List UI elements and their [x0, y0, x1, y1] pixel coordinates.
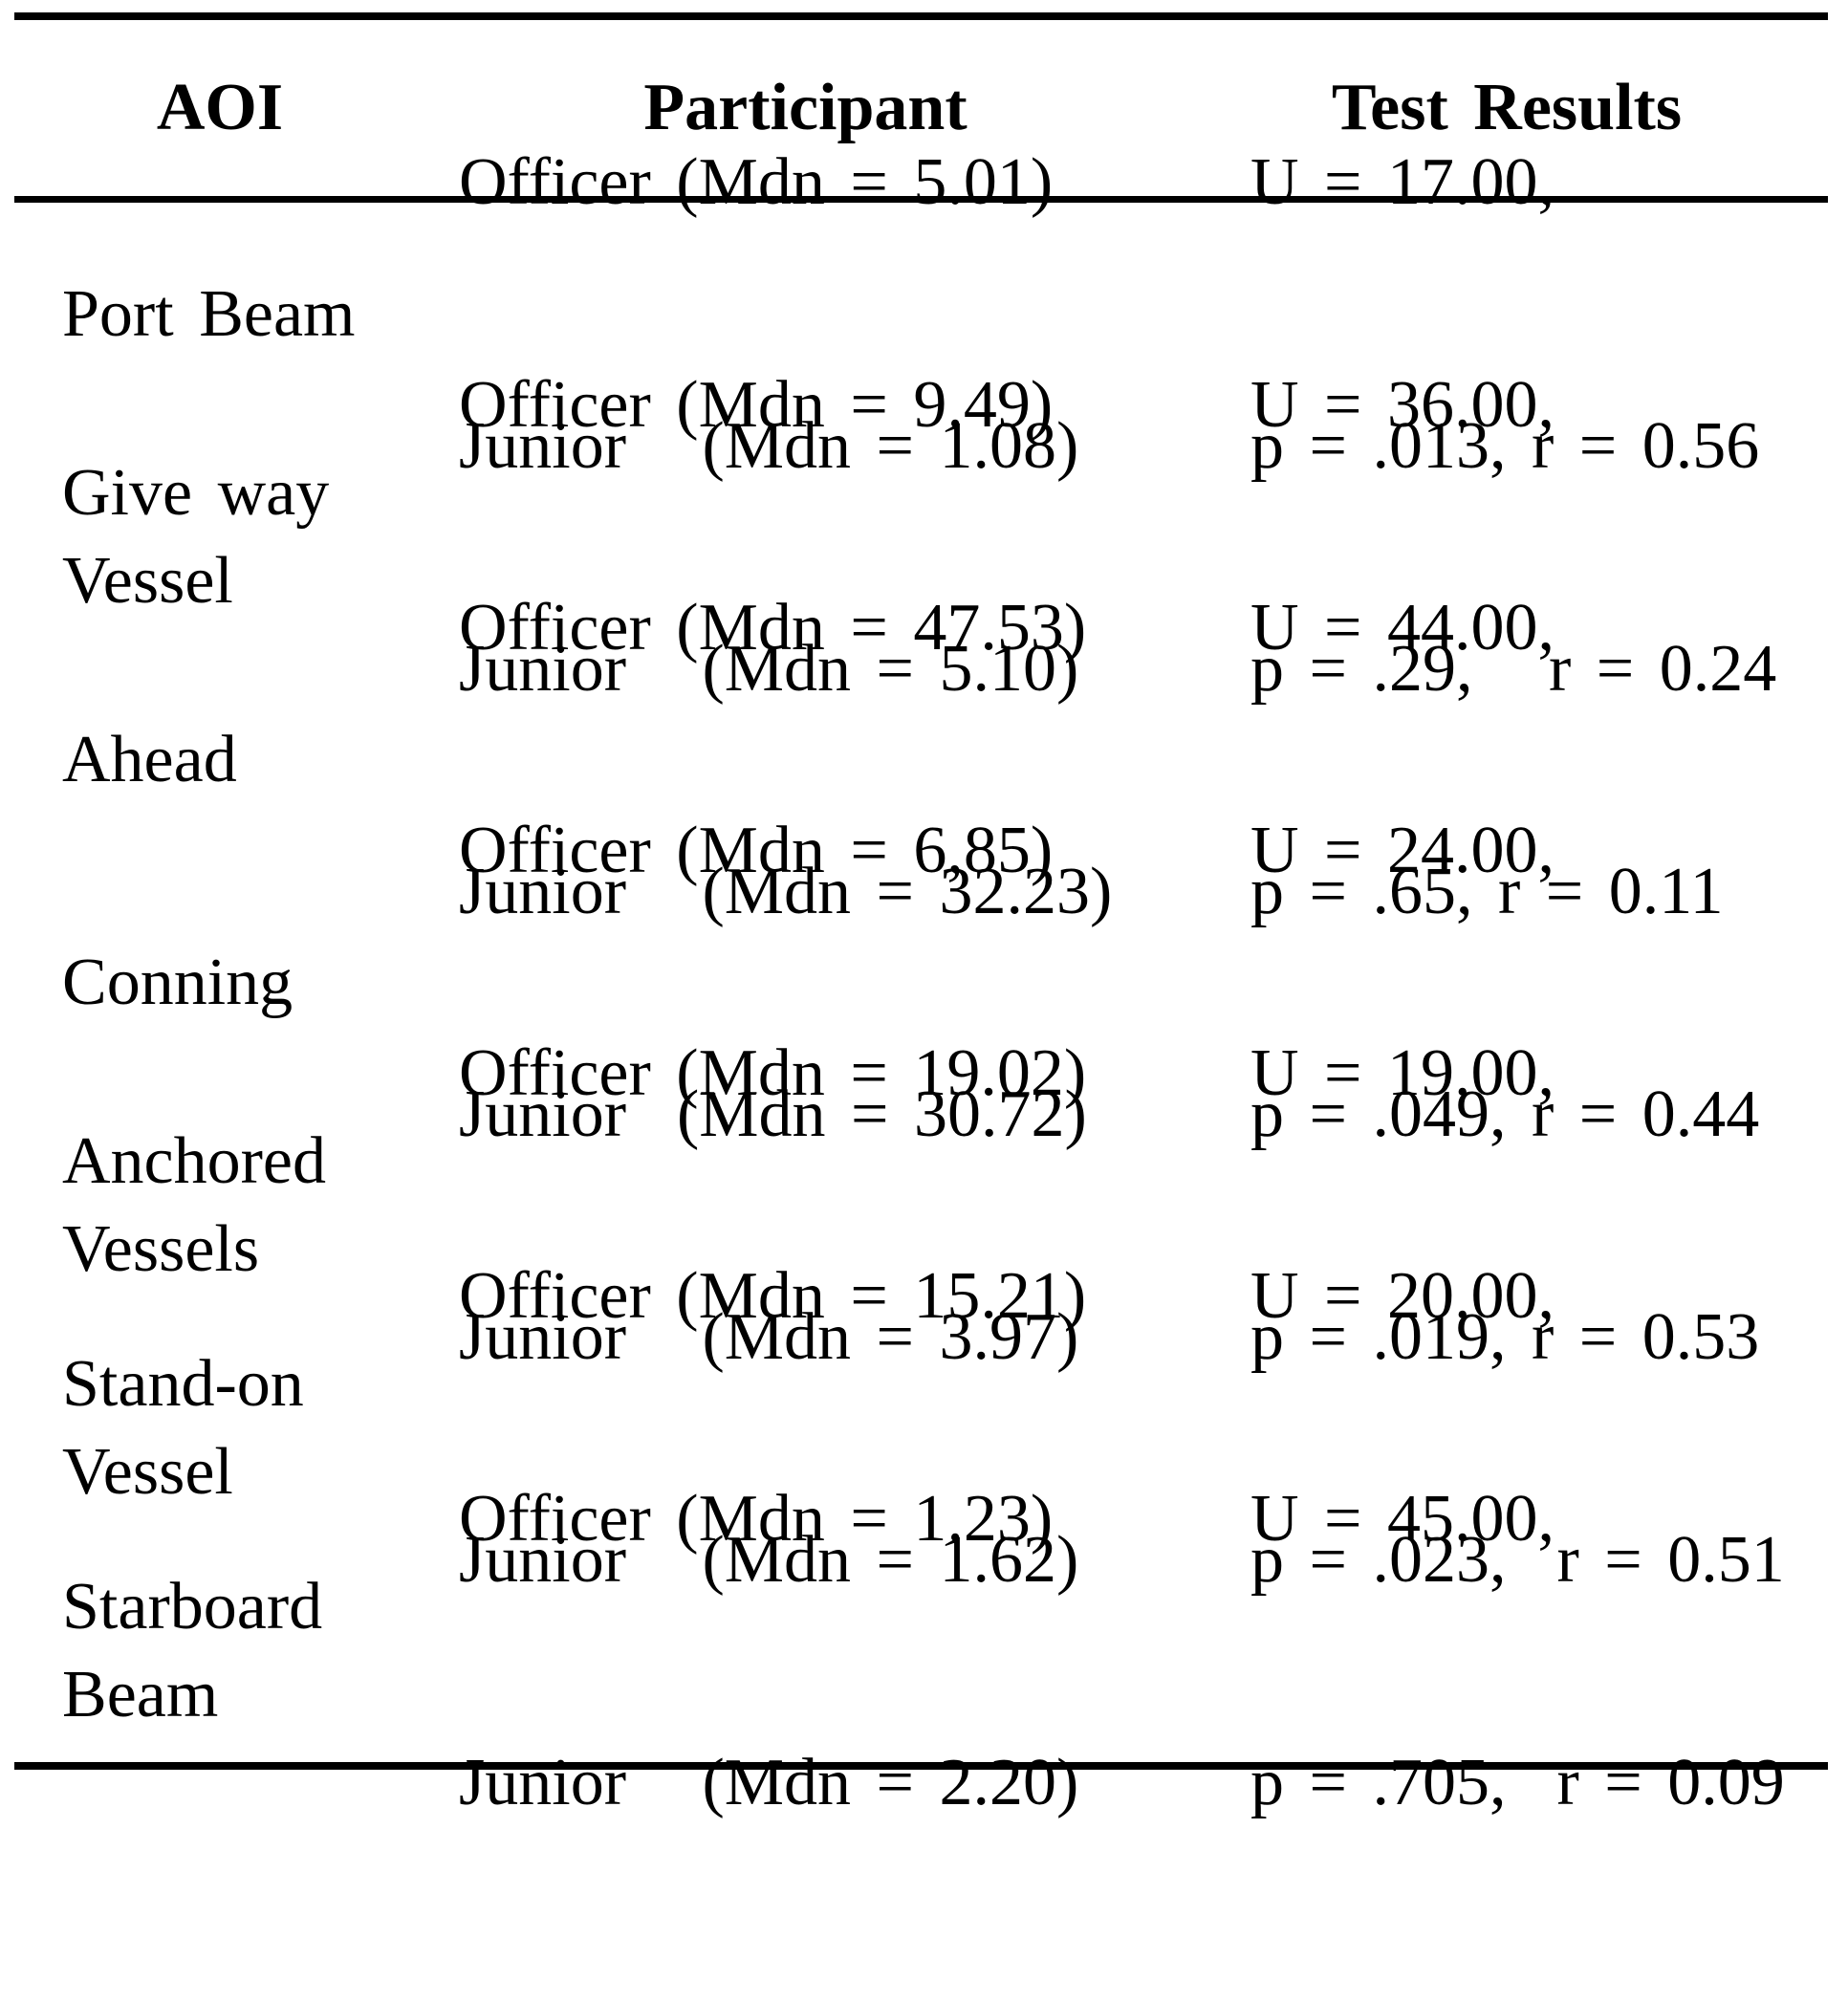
test-results-cell: U = 20.00, p = .023, r = 0.51: [1185, 1077, 1828, 1780]
participant-cell: Officer (Mdn = 19.02) Junior (Mdn = 3.97…: [425, 854, 1185, 1557]
participant-officer-line: Officer (Mdn = 5.01): [459, 144, 1054, 219]
participant-junior-line: Junior (Mdn = 32.23): [459, 854, 1113, 928]
test-results-cell: U = 19.00, p = .019, r = 0.53: [1185, 854, 1828, 1557]
column-header-aoi: AOI: [156, 71, 284, 144]
participant-officer-line: Officer (Mdn = 47.53): [459, 590, 1087, 664]
test-u-line: U = 19.00,: [1250, 1035, 1555, 1110]
test-p-r-line: p = .29, r = 0.24: [1250, 631, 1777, 706]
participant-junior-line: Junior (Mdn = 1.08): [459, 408, 1079, 483]
participant-officer-line: Officer (Mdn = 1.23): [459, 1481, 1054, 1556]
test-u-line: U = 44.00,: [1250, 590, 1555, 664]
table-row: Starboard Beam Officer (Mdn = 1.23) Juni…: [14, 1482, 1828, 1819]
participant-cell: Officer (Mdn = 9.49) Junior (Mdn = 5.10): [425, 185, 1185, 889]
table-row: Give way Vessel Officer (Mdn = 9.49) Jun…: [14, 368, 1828, 706]
participant-officer-line: Officer (Mdn = 15.21): [459, 1258, 1087, 1333]
participant-junior-line: Junior (Mdn = 5.10): [459, 631, 1079, 706]
table-header-row: AOI Participant Test Results: [14, 20, 1828, 203]
test-p-r-line: p = .65, r = 0.11: [1250, 854, 1724, 928]
test-u-line: U = 17.00,: [1250, 144, 1555, 219]
participant-cell: Officer (Mdn = 15.21) Junior (Mdn = 1.62…: [425, 1077, 1185, 1780]
test-p-r-line: p = .013, r = 0.56: [1250, 408, 1760, 483]
column-header-participant: Participant: [643, 71, 967, 144]
aoi-cell: Starboard Beam: [62, 1569, 323, 1731]
aoi-cell: Stand-on Vessel: [62, 1346, 304, 1509]
table-row: Ahead Officer (Mdn = 47.53) Junior (Mdn …: [14, 591, 1828, 928]
aoi-cell: Give way Vessel: [62, 455, 330, 618]
test-results-cell: U = 17.00, p = .013, r = 0.56: [1185, 0, 1828, 666]
test-u-line: U = 20.00,: [1250, 1258, 1555, 1333]
table-row: Stand-on Vessel Officer (Mdn = 15.21) Ju…: [14, 1259, 1828, 1597]
participant-cell: Officer (Mdn = 47.53) Junior (Mdn = 32.2…: [425, 408, 1185, 1112]
participant-junior-line: Junior (Mdn = 1.62): [459, 1522, 1079, 1597]
column-header-test-results: Test Results: [1331, 71, 1683, 144]
participant-cell: Officer (Mdn = 5.01) Junior (Mdn = 1.08): [425, 0, 1185, 666]
participant-officer-line: Officer (Mdn = 19.02): [459, 1035, 1087, 1110]
test-p-r-line: p = .023, r = 0.51: [1250, 1522, 1785, 1597]
table-row: Port Beam Officer (Mdn = 5.01) Junior (M…: [14, 145, 1828, 483]
aoi-cell: Ahead: [62, 722, 237, 796]
aoi-cell: Port Beam: [62, 276, 356, 351]
test-p-r-line: p = .019, r = 0.53: [1250, 1299, 1760, 1374]
participant-officer-line: Officer (Mdn = 9.49): [459, 367, 1054, 442]
test-u-line: U = 45.00,: [1250, 1481, 1555, 1556]
test-p-r-line: p = .705, r = 0.09: [1250, 1745, 1785, 1819]
results-table: AOI Participant Test Results Port Beam O…: [14, 12, 1828, 1819]
test-p-r-line: p = .049, r = 0.44: [1250, 1077, 1760, 1151]
participant-junior-line: Junior (Mdn = 2.20): [459, 1745, 1079, 1819]
test-results-cell: U = 24.00, p = .049, r = 0.44: [1185, 631, 1828, 1335]
table-row: Conning Officer (Mdn = 6,85) Junior (Mdn…: [14, 814, 1828, 1151]
test-results-cell: U = 44.00, p = .65, r = 0.11: [1185, 408, 1828, 1112]
participant-junior-line: Junior (Mdn = 30.72): [459, 1077, 1087, 1151]
test-results-cell: U = 36.00, p = .29, r = 0.24: [1185, 185, 1828, 889]
participant-cell: Officer (Mdn = 1.23) Junior (Mdn = 2.20): [425, 1299, 1185, 2003]
aoi-cell: Conning: [62, 945, 294, 1019]
test-u-line: U = 24.00,: [1250, 813, 1555, 887]
participant-officer-line: Officer (Mdn = 6,85): [459, 813, 1054, 887]
test-results-cell: U = 45.00, p = .705, r = 0.09: [1185, 1299, 1828, 2003]
participant-junior-line: Junior (Mdn = 3.97): [459, 1299, 1079, 1374]
aoi-cell: Anchored Vessels: [62, 1123, 327, 1286]
test-u-line: U = 36.00,: [1250, 367, 1555, 442]
participant-cell: Officer (Mdn = 6,85) Junior (Mdn = 30.72…: [425, 631, 1185, 1335]
table-row: Anchored Vessels Officer (Mdn = 19.02) J…: [14, 1036, 1828, 1374]
